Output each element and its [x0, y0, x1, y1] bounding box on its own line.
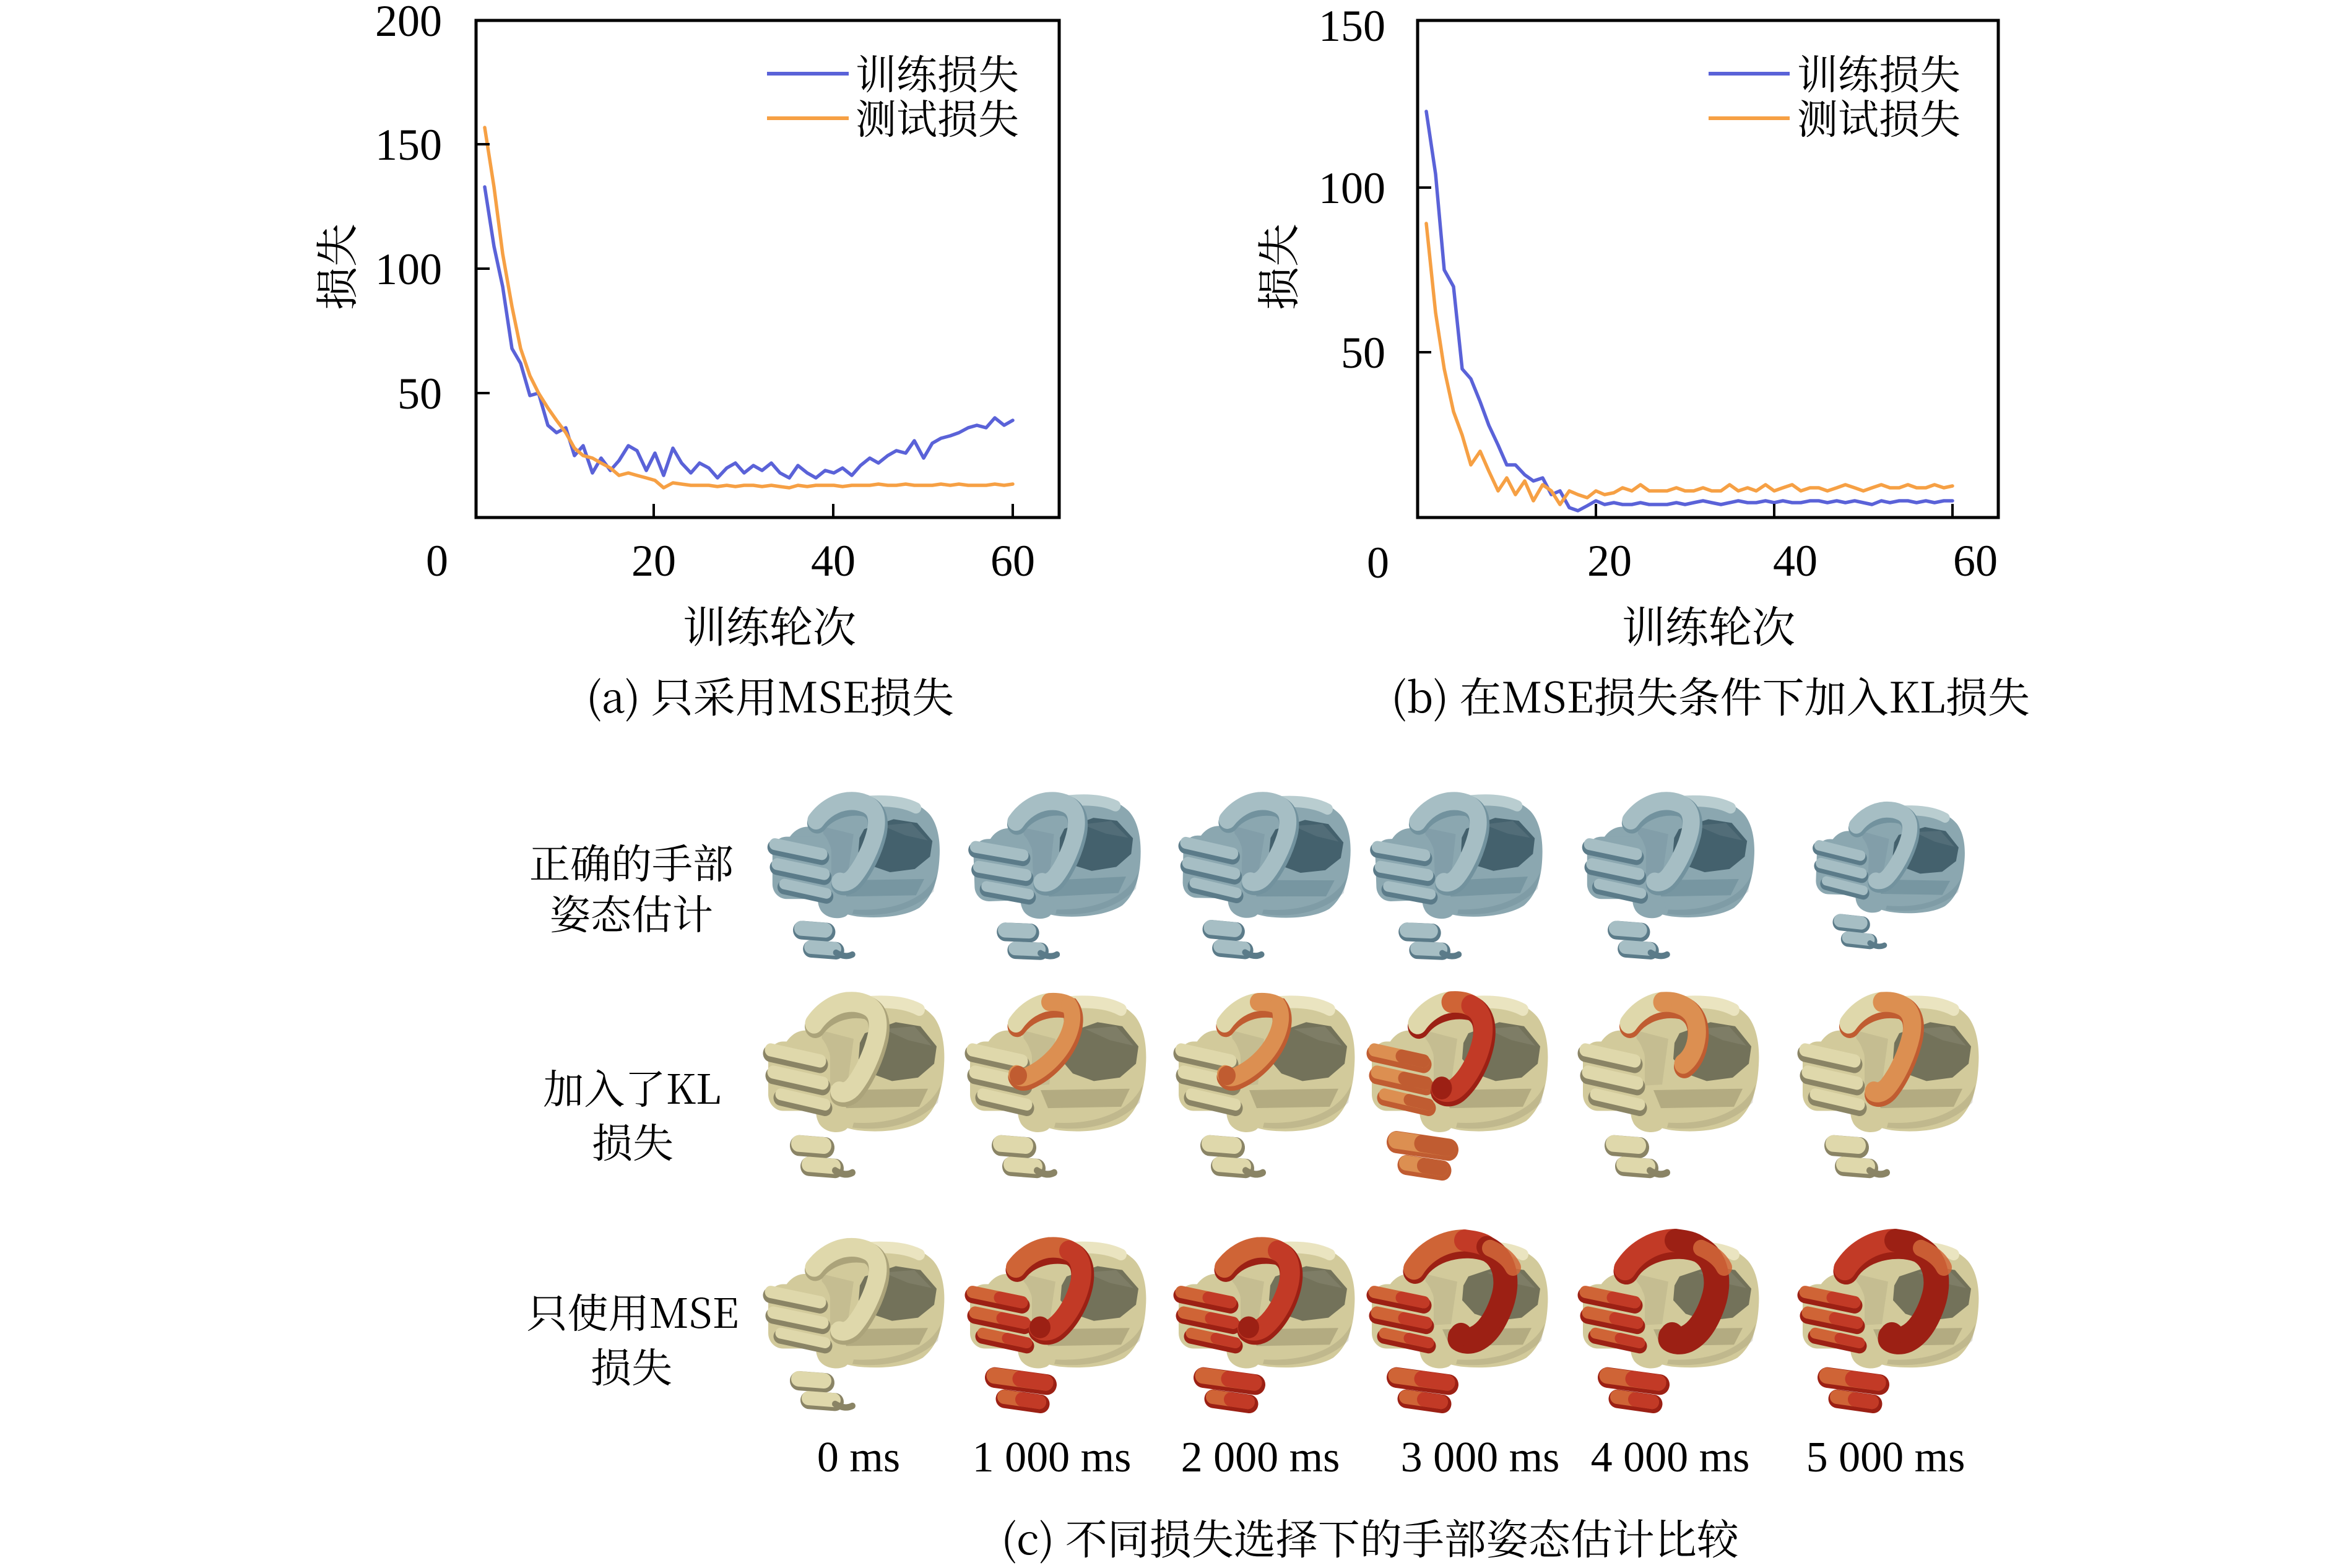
svg-text:150: 150 [1319, 1, 1385, 51]
svg-text:2 000 ms: 2 000 ms [1181, 1434, 1340, 1481]
svg-text:50: 50 [1341, 328, 1385, 378]
svg-text:0 ms: 0 ms [817, 1434, 900, 1481]
svg-text:100: 100 [1319, 163, 1385, 213]
svg-text:0: 0 [1367, 538, 1389, 587]
svg-text:20: 20 [1587, 536, 1632, 586]
svg-text:3 000 ms: 3 000 ms [1401, 1434, 1560, 1481]
svg-text:150: 150 [375, 120, 442, 170]
svg-text:60: 60 [1953, 536, 1998, 586]
svg-text:100: 100 [375, 245, 442, 294]
svg-text:200: 200 [375, 0, 442, 46]
svg-text:40: 40 [1773, 536, 1818, 586]
svg-text:4 000 ms: 4 000 ms [1591, 1434, 1750, 1481]
svg-text:50: 50 [397, 369, 442, 418]
svg-text:40: 40 [811, 536, 856, 586]
svg-text:60: 60 [990, 536, 1035, 586]
svg-text:5 000 ms: 5 000 ms [1806, 1434, 1965, 1481]
svg-text:0: 0 [426, 536, 448, 586]
svg-text:20: 20 [631, 536, 676, 586]
svg-text:1 000 ms: 1 000 ms [973, 1434, 1132, 1481]
